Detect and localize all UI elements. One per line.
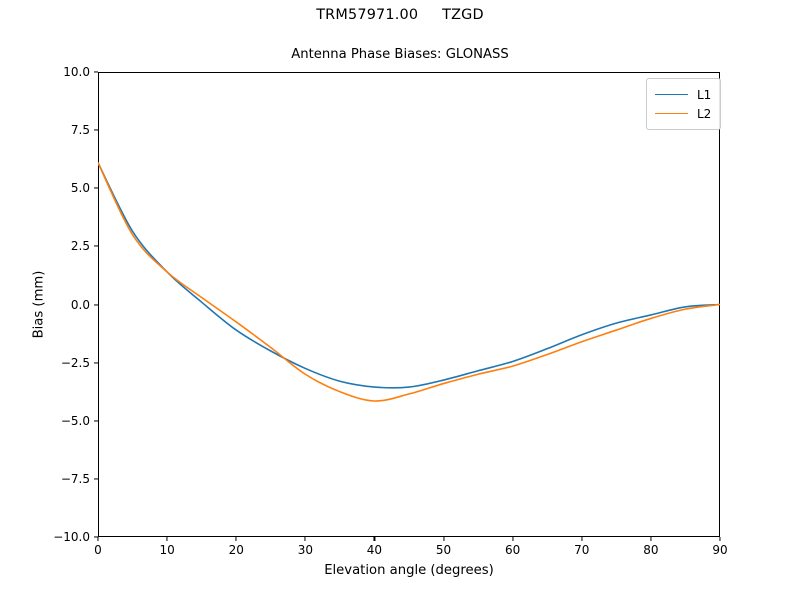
y-tick-mark [94,129,98,131]
x-tick-label: 70 [574,543,590,557]
legend-entry-l2[interactable]: L2 [655,104,711,123]
line-series-l1 [98,161,720,389]
y-tick-mark [94,71,98,73]
x-tick-label: 0 [94,543,102,557]
x-tick-mark [373,537,375,541]
x-tick-label: 60 [505,543,521,557]
y-tick-label: 5.0 [70,181,90,196]
figure-suptitle: TRM57971.00 TZGD [316,7,484,23]
y-tick-label: 10.0 [63,65,90,79]
y-axis-label-text: Bias (mm) [31,270,47,339]
x-tick-mark [581,537,583,541]
legend-entry-l1[interactable]: L1 [655,85,711,104]
legend-entry-label: L1 [697,87,712,102]
plot-area: 10.0 7.5 5.0 2.5 0.0 −2.5 −5.0 −7.5 −10.0 0 10 20 3… [53,65,727,557]
line-series-l2 [98,161,720,402]
y-tick-mark [94,245,98,247]
y-tick-label: 0.0 [70,297,90,312]
y-tick-label: 7.5 [70,123,90,138]
x-tick-mark [97,537,99,541]
legend-line-swatch [655,94,688,95]
y-tick-label: 2.5 [70,239,90,254]
y-tick-mark [94,303,98,306]
x-tick-label: 90 [712,543,728,557]
y-axis-label: Bias (mm) [30,72,48,537]
y-tick-label: −5.0 [60,413,90,428]
y-tick-mark [94,362,98,364]
y-tick-label: −2.5 [60,355,90,370]
x-tick-mark [235,537,237,541]
x-tick-label: 50 [435,543,452,557]
x-axis-label: Elevation angle (degrees) [324,563,494,578]
y-tick-mark [94,536,98,538]
legend-entry-label: L2 [697,106,712,121]
chart-title: Antenna Phase Biases: GLONASS [291,47,509,62]
legend-box[interactable]: L1 L2 [646,78,722,130]
y-tick-mark [94,187,98,189]
y-tick-label: −10.0 [53,530,90,544]
x-tick-label: 20 [228,543,244,557]
y-tick-label: −7.5 [60,471,90,486]
x-tick-mark [166,537,168,541]
y-tick-mark [94,420,98,422]
x-tick-mark [650,537,652,541]
x-tick-label: 30 [297,543,313,557]
x-tick-label: 80 [643,543,659,557]
series-lines [98,161,720,402]
y-tick-mark [94,478,98,480]
x-tick-mark [719,537,721,541]
legend-line-swatch [655,113,688,114]
x-tick-mark [304,537,306,541]
x-tick-mark [443,537,445,541]
x-tick-mark [512,537,514,541]
x-tick-label: 40 [366,543,383,557]
x-tick-label: 10 [159,543,175,557]
